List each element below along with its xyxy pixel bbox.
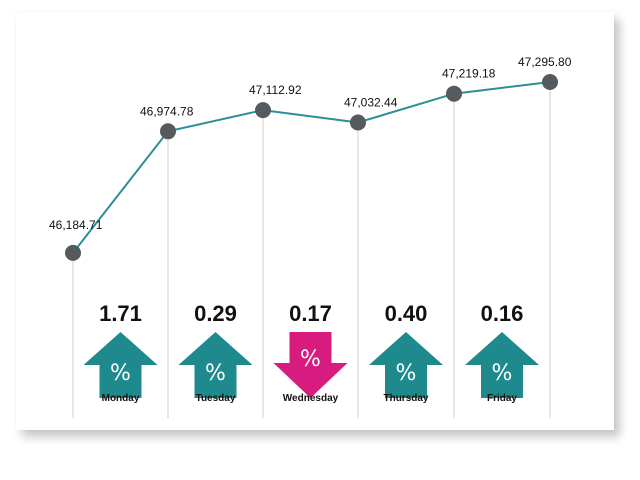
index-line-chart: 46,184.71 46,974.78 47,112.92 47,032.44 47,2…: [49, 55, 572, 418]
percent-icon: %: [300, 347, 321, 372]
day-label: Friday: [487, 393, 517, 404]
data-point-marker: [446, 85, 462, 102]
day-label: Wednesday: [283, 393, 339, 404]
day-indicator: 1.71% Monday: [83, 301, 158, 404]
percent-change-value: 0.40: [385, 301, 428, 326]
point-labels: 46,184.71 46,974.78 47,112.92 47,032.44 47,2…: [49, 55, 572, 232]
percent-change-value: 1.71: [99, 301, 142, 326]
data-point-marker: [65, 244, 81, 261]
day-indicators: 1.71% Monday 0.29% Tuesday 0.17% Wednesday 0.4…: [83, 301, 539, 404]
percent-change-value: 0.16: [481, 301, 524, 326]
data-point-label: 47,112.92: [249, 83, 302, 97]
percent-change-value: 0.29: [194, 301, 237, 326]
data-point-marker: [255, 102, 271, 119]
data-point-label: 46,184.71: [49, 218, 103, 232]
up-arrow-icon: [369, 332, 443, 398]
data-point-marker: [160, 123, 176, 140]
up-arrow-icon: [83, 332, 158, 398]
day-indicator: 0.29% Tuesday: [178, 301, 253, 404]
series-line: [72, 81, 551, 254]
up-arrow-icon: [178, 332, 253, 398]
data-point-label: 47,219.18: [442, 67, 496, 81]
data-point-label: 47,295.80: [518, 55, 572, 69]
point-markers: [65, 74, 558, 261]
day-indicator: 0.40% Thursday: [369, 301, 443, 404]
percent-change-value: 0.17: [289, 301, 332, 326]
day-indicator: 0.17% Wednesday: [273, 301, 348, 404]
day-label: Tuesday: [196, 393, 236, 404]
up-arrow-icon: [465, 332, 539, 398]
percent-icon: %: [492, 361, 513, 386]
day-label: Thursday: [383, 393, 428, 404]
percent-icon: %: [396, 361, 417, 386]
data-point-marker: [542, 74, 558, 90]
down-arrow-icon: [273, 332, 348, 398]
percent-icon: %: [110, 361, 131, 386]
data-point-marker: [350, 114, 366, 131]
data-point-label: 47,032.44: [344, 96, 398, 110]
day-indicator: 0.16% Friday: [465, 301, 539, 404]
data-point-label: 46,974.78: [140, 104, 194, 118]
chart-card: 46,184.71 46,974.78 47,112.92 47,032.44 47,2…: [16, 12, 614, 430]
day-label: Monday: [102, 393, 140, 404]
percent-icon: %: [205, 361, 226, 386]
drop-lines: [72, 81, 551, 418]
